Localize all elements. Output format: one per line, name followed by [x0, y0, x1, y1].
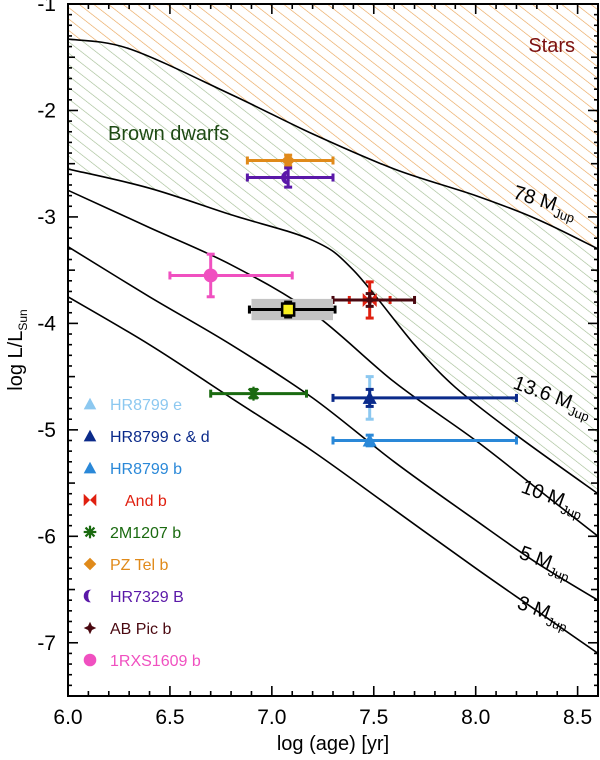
x-tick-label: 6.0 — [53, 706, 82, 729]
legend: HR8799 e HR8799 c & d HR8799 b And b 2M1207 … — [83, 397, 210, 670]
legend-marker-ab-pic-b — [83, 621, 97, 635]
point-1rxs1609-b — [168, 252, 294, 299]
track-label: 10 MJup — [517, 476, 587, 523]
y-tick-label: -3 — [37, 206, 56, 229]
mass-track-3-mjup — [68, 296, 598, 655]
legend-label-hr8799-c-d: HR8799 c & d — [110, 429, 210, 446]
brown-dwarfs-label: Brown dwarfs — [108, 123, 229, 145]
point-hr8799-b — [331, 433, 518, 448]
legend-marker-pz-tel-b — [83, 557, 97, 571]
point-pz-tel-b — [245, 153, 335, 168]
marker-hr7329-b — [281, 170, 291, 185]
y-tick-label: -1 — [37, 0, 56, 16]
point-yellow-square — [247, 300, 337, 319]
legend-marker-hr8799-b — [83, 461, 97, 474]
marker-ab-pic-b — [362, 292, 377, 307]
point-hr7329-b — [245, 166, 335, 189]
y-tick-label: -5 — [37, 419, 56, 442]
mass-track-13-6-mjup — [68, 168, 598, 495]
data-points — [168, 153, 518, 448]
legend-marker-1rxs1609-b — [83, 653, 97, 667]
stars-region — [68, 4, 598, 249]
x-tick-label: 8.5 — [563, 706, 592, 729]
mass-track-78-mjup — [68, 38, 598, 250]
track-label: 3 MJup — [513, 592, 573, 635]
legend-label-hr7329-b: HR7329 B — [110, 589, 184, 606]
x-tick-label: 8.0 — [461, 706, 490, 729]
y-axis-label: log L/LSun — [5, 309, 30, 390]
point-hr8799-c-d — [331, 387, 518, 408]
legend-label-hr8799-b: HR8799 b — [110, 461, 182, 478]
y-tick-label: -6 — [37, 525, 56, 548]
legend-marker-hr8799-c-d — [83, 429, 97, 442]
mass-track-10-mjup — [68, 189, 598, 537]
legend-marker-and-b — [83, 493, 97, 507]
x-tick-label: 7.0 — [257, 706, 286, 729]
marker-1rxs1609-b — [203, 268, 218, 283]
y-tick-label: -4 — [37, 312, 56, 335]
x-axis-label: log (age) [yr] — [277, 733, 389, 755]
legend-marker-hr7329-b — [83, 589, 92, 603]
legend-marker-2m1207-b — [83, 525, 97, 539]
axes: 6.0 6.5 7.0 7.5 8.0 8.5 -1 -2 -3 -4 -5 -6 -7 — [37, 0, 599, 729]
legend-label-hr8799-e: HR8799 e — [110, 397, 182, 414]
marker-hr8799-c-d — [362, 390, 377, 404]
x-tick-label: 6.5 — [155, 706, 184, 729]
stars-label: Stars — [528, 35, 575, 57]
marker-hr8799-b — [362, 433, 377, 447]
marker-yellow-square — [280, 302, 296, 317]
legend-label-2m1207-b: 2M1207 b — [110, 525, 181, 542]
legend-marker-hr8799-e — [83, 397, 97, 410]
track-label: 5 MJup — [515, 542, 575, 585]
legend-label-ab-pic-b: AB Pic b — [110, 621, 171, 638]
legend-label-and-b: And b — [125, 493, 167, 510]
y-tick-label: -7 — [37, 632, 56, 655]
region-labels: Stars Brown dwarfs — [108, 35, 575, 145]
mass-tracks — [68, 38, 598, 655]
marker-2m1207-b — [246, 386, 261, 401]
point-2m1207-b — [209, 386, 308, 401]
x-tick-label: 7.5 — [359, 706, 388, 729]
marker-pz-tel-b — [281, 153, 296, 168]
brown-dwarfs-region — [68, 39, 598, 494]
legend-label-1rxs1609-b: 1RXS1609 b — [110, 653, 201, 670]
y-tick-label: -2 — [37, 99, 56, 122]
mass-track-5-mjup — [68, 246, 598, 601]
legend-label-pz-tel-b: PZ Tel b — [110, 557, 169, 574]
